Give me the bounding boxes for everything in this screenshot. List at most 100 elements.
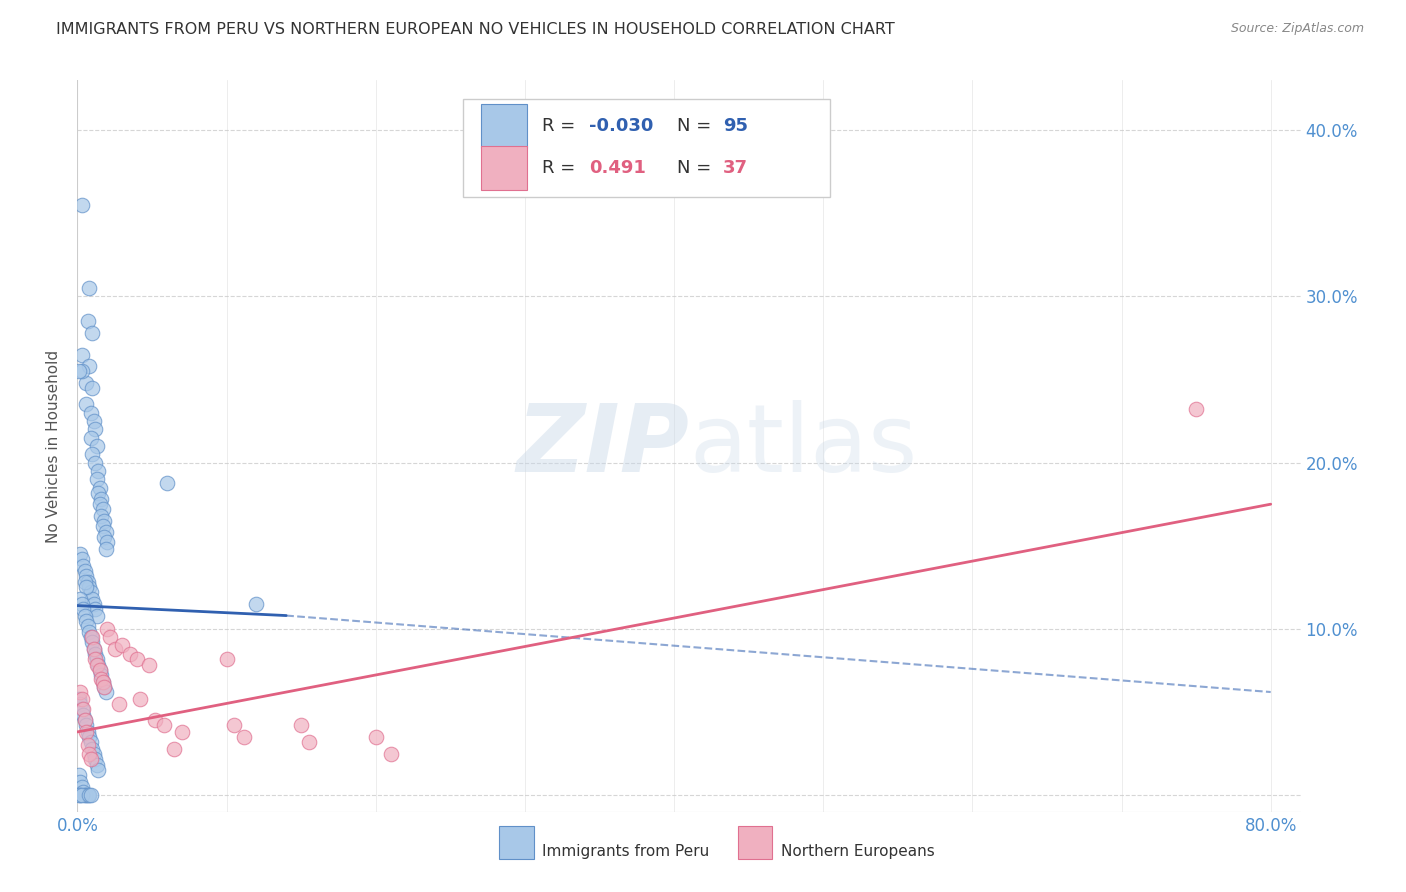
Point <box>69 774 91 789</box>
Point <box>82 635 104 649</box>
Point <box>163 741 186 756</box>
Point <box>76 314 98 328</box>
Point <box>91 675 114 690</box>
Point <box>143 714 166 728</box>
Bar <box>738 826 772 859</box>
Point <box>215 652 238 666</box>
Point <box>96 622 118 636</box>
Point <box>80 788 103 802</box>
Point <box>76 788 98 802</box>
Point <box>83 597 105 611</box>
Point <box>94 685 117 699</box>
Point <box>83 747 105 761</box>
Point <box>83 414 105 428</box>
Point <box>73 714 96 728</box>
Point <box>89 664 111 678</box>
Point <box>233 730 256 744</box>
Point <box>69 697 91 711</box>
Point <box>91 675 114 690</box>
Point <box>75 580 97 594</box>
Point <box>69 685 91 699</box>
Point <box>69 547 91 561</box>
Point <box>297 735 319 749</box>
Point <box>82 741 104 756</box>
Point <box>70 364 93 378</box>
Bar <box>481 146 527 190</box>
Point <box>73 714 96 728</box>
Point <box>70 347 93 362</box>
Point <box>70 198 93 212</box>
Point <box>67 364 90 378</box>
Point <box>91 518 114 533</box>
Text: 95: 95 <box>723 118 748 136</box>
Point <box>77 730 100 744</box>
Point <box>245 597 267 611</box>
Point <box>83 641 105 656</box>
Point <box>222 718 245 732</box>
Point <box>73 608 96 623</box>
Point <box>75 788 97 802</box>
Point <box>75 397 97 411</box>
Point <box>84 647 107 661</box>
Point <box>76 618 98 632</box>
Text: R =: R = <box>543 159 581 177</box>
Point <box>75 568 97 582</box>
Point <box>364 730 387 744</box>
Point <box>84 652 107 666</box>
Point <box>89 664 111 678</box>
Text: N =: N = <box>676 159 717 177</box>
Text: 0.491: 0.491 <box>589 159 645 177</box>
Point <box>108 697 131 711</box>
Point <box>93 680 115 694</box>
Point <box>73 788 96 802</box>
Point <box>82 630 104 644</box>
Point <box>87 763 110 777</box>
Point <box>77 359 100 374</box>
Text: ZIP: ZIP <box>516 400 689 492</box>
Point <box>82 591 104 606</box>
Point <box>170 725 193 739</box>
Text: atlas: atlas <box>689 400 917 492</box>
Text: IMMIGRANTS FROM PERU VS NORTHERN EUROPEAN NO VEHICLES IN HOUSEHOLD CORRELATION C: IMMIGRANTS FROM PERU VS NORTHERN EUROPEA… <box>56 22 896 37</box>
Point <box>70 701 93 715</box>
Point <box>70 552 93 566</box>
Point <box>77 281 100 295</box>
Point <box>72 602 94 616</box>
Text: Northern Europeans: Northern Europeans <box>780 845 935 860</box>
Point <box>70 780 93 794</box>
Point <box>83 641 105 656</box>
Point <box>93 530 115 544</box>
Point <box>90 492 112 507</box>
Point <box>138 658 160 673</box>
Point <box>80 630 103 644</box>
Point <box>77 788 100 802</box>
Point <box>77 625 100 640</box>
Text: Source: ZipAtlas.com: Source: ZipAtlas.com <box>1230 22 1364 36</box>
Point <box>89 497 111 511</box>
Point <box>70 597 93 611</box>
Y-axis label: No Vehicles in Household: No Vehicles in Household <box>46 350 62 542</box>
Point <box>80 751 103 765</box>
Point <box>82 381 104 395</box>
Point <box>73 564 96 578</box>
Point <box>87 658 110 673</box>
Text: Immigrants from Peru: Immigrants from Peru <box>543 845 710 860</box>
Point <box>84 422 107 436</box>
Point <box>76 575 98 590</box>
Point <box>111 639 134 653</box>
Point <box>80 431 103 445</box>
Point <box>153 718 176 732</box>
Point <box>67 691 90 706</box>
Point <box>86 758 108 772</box>
Text: -0.030: -0.030 <box>589 118 652 136</box>
Point <box>90 508 112 523</box>
Point <box>84 456 107 470</box>
Point <box>84 751 107 765</box>
FancyBboxPatch shape <box>463 99 830 197</box>
Point <box>90 668 112 682</box>
Point <box>86 652 108 666</box>
Point <box>87 464 110 478</box>
Point <box>104 641 127 656</box>
Point <box>72 785 94 799</box>
Point <box>67 788 90 802</box>
